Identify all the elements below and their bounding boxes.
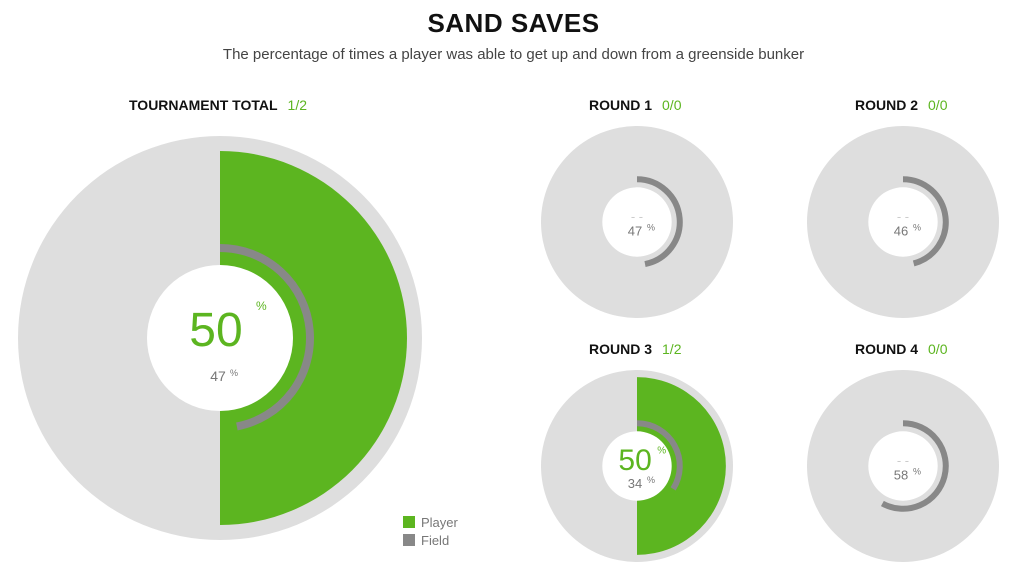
player-value: - -: [897, 453, 909, 468]
field-arc: [636, 420, 683, 491]
field-arc: [902, 176, 949, 267]
player-percent-sign: %: [657, 446, 666, 457]
panel-label: ROUND 2: [855, 97, 919, 113]
field-percent-sign: %: [913, 222, 921, 232]
legend-label-player: Player: [421, 514, 458, 530]
legend-item-player: Player: [403, 513, 458, 531]
panel-header-total: TOURNAMENT TOTAL 1/2: [129, 97, 307, 113]
panel-label: ROUND 4: [855, 341, 919, 357]
chart-subtitle: The percentage of times a player was abl…: [222, 46, 805, 63]
panel-label: TOURNAMENT TOTAL: [129, 97, 278, 113]
legend: Player Field: [403, 513, 458, 549]
ring-center: [868, 187, 938, 257]
panel-header-round-4: ROUND 4 0/0: [855, 341, 947, 357]
field-value: 46: [894, 223, 908, 238]
field-value: 34: [628, 476, 642, 491]
field-percent-sign: %: [230, 368, 238, 378]
ring-center: [602, 431, 672, 501]
legend-swatch-player: [403, 516, 415, 528]
field-value: 58: [894, 467, 908, 482]
panel-header-round-2: ROUND 2 0/0: [855, 97, 947, 113]
legend-item-field: Field: [403, 531, 458, 549]
panel-ratio: 0/0: [662, 97, 682, 113]
field-percent-sign: %: [647, 222, 655, 232]
panel-header-round-1: ROUND 1 0/0: [589, 97, 681, 113]
panel-ratio: 0/0: [928, 341, 948, 357]
chart-title: SAND SAVES: [427, 8, 600, 38]
field-value: 47: [210, 368, 226, 384]
field-arc: [880, 420, 949, 512]
ring-center: [147, 265, 293, 411]
ring-center: [868, 431, 938, 501]
player-value: - -: [897, 209, 909, 224]
ring-center: [602, 187, 672, 257]
panel-label: ROUND 1: [589, 97, 653, 113]
field-arc: [636, 176, 683, 267]
player-value: 50: [189, 304, 242, 357]
legend-label-field: Field: [421, 532, 450, 548]
field-percent-sign: %: [913, 466, 921, 476]
field-arc: [219, 244, 314, 431]
field-percent-sign: %: [647, 475, 655, 485]
panel-ratio: 0/0: [928, 97, 948, 113]
player-value: - -: [631, 209, 643, 224]
panel-ratio: 1/2: [287, 97, 308, 113]
player-value: 50: [618, 444, 651, 477]
field-value: 47: [628, 223, 642, 238]
panel-header-round-3: ROUND 3 1/2: [589, 341, 681, 357]
panel-label: ROUND 3: [589, 341, 653, 357]
panel-ratio: 1/2: [662, 341, 682, 357]
player-percent-sign: %: [256, 299, 267, 313]
legend-swatch-field: [403, 534, 415, 546]
